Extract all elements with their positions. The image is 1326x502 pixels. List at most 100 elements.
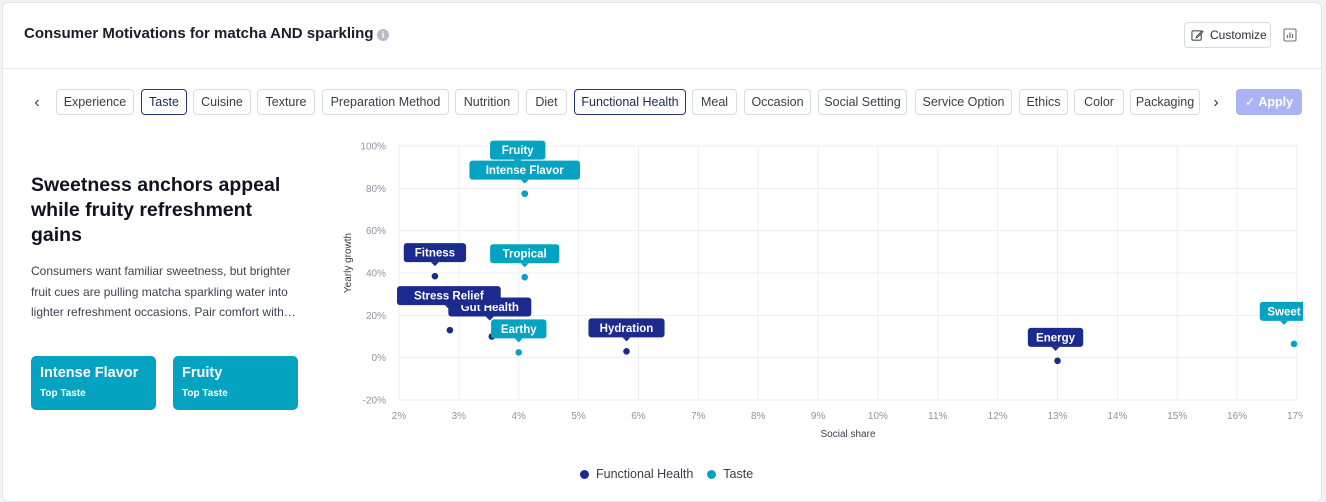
point-label-bg	[397, 286, 501, 306]
point-label-bg	[588, 318, 665, 338]
x-tick-label: 13%	[1048, 411, 1068, 422]
customize-button[interactable]: Customize	[1184, 22, 1271, 48]
top-card-title: Intense Flavor	[40, 365, 139, 381]
chip-taste[interactable]: Taste	[141, 89, 187, 115]
point-label-text: Hydration	[600, 323, 654, 335]
legend-dot	[707, 469, 717, 479]
x-tick-label: 16%	[1227, 411, 1247, 422]
point-label-text: Fitness	[415, 248, 455, 260]
top-card-intense-flavor[interactable]: Intense Flavor Top Taste	[31, 356, 156, 410]
point-label: Fruity	[490, 140, 546, 164]
chevron-right-icon[interactable]: ›	[1213, 94, 1219, 111]
point-label: Fitness	[403, 243, 467, 267]
chip-texture[interactable]: Texture	[257, 89, 315, 115]
x-tick-label: 2%	[392, 411, 407, 422]
x-tick-label: 5%	[571, 411, 586, 422]
point-label-text: Earthy	[501, 324, 537, 336]
scatter-chart: 2% 3% 4% 5% 6% 7% 8% 9% 10% 11% 12% 13% 14% 15% 16% 17%…	[343, 140, 1303, 440]
point-label-bg	[490, 140, 546, 160]
data-point	[515, 349, 523, 356]
point-label-pointer	[444, 305, 453, 310]
point-label-pointer	[1280, 320, 1289, 325]
customize-label: Customize	[1210, 28, 1267, 42]
y-tick-label: 0%	[372, 353, 387, 364]
y-axis-title: Yearly growth	[343, 233, 354, 293]
chip-experience[interactable]: Experience	[56, 89, 134, 115]
point-label: Hydration	[588, 318, 665, 342]
apply-button[interactable]: ✓ Apply	[1236, 89, 1302, 115]
chip-preparation-method[interactable]: Preparation Method	[322, 89, 449, 115]
point-label: Earthy	[491, 319, 547, 343]
apply-label: Apply	[1258, 95, 1294, 109]
legend-item-taste[interactable]: Taste	[707, 467, 753, 481]
chip-color[interactable]: Color	[1074, 89, 1124, 115]
x-axis-title: Social share	[820, 429, 875, 440]
insight-summary: Consumers want familiar sweetness, but b…	[31, 264, 296, 319]
point-label: Tropical	[490, 244, 560, 268]
top-card-fruity[interactable]: Fruity Top Taste	[173, 356, 298, 410]
x-tick-label: 7%	[691, 411, 706, 422]
x-tick-label: 15%	[1167, 411, 1187, 422]
point-label-text: Energy	[1036, 332, 1076, 344]
point-label-text: Stress Relief	[414, 291, 484, 303]
x-tick-label: 6%	[631, 411, 646, 422]
x-tick-label: 14%	[1107, 411, 1127, 422]
chip-nutrition[interactable]: Nutrition	[455, 89, 519, 115]
legend-label: Taste	[723, 467, 754, 481]
check-icon: ✓	[1244, 95, 1256, 109]
point-label-pointer	[430, 262, 439, 267]
y-tick-label: 20%	[366, 311, 386, 322]
legend-item-functional-health[interactable]: Functional Health	[580, 467, 693, 481]
chip-service-option[interactable]: Service Option	[915, 89, 1012, 115]
data-point	[521, 273, 529, 281]
chip-occasion[interactable]: Occasion	[744, 89, 811, 115]
info-icon[interactable]: i	[377, 29, 389, 41]
point-label: Stress Relief	[397, 286, 501, 310]
data-point	[623, 348, 630, 355]
point-label-pointer	[622, 337, 631, 342]
y-tick-label: 40%	[366, 269, 386, 280]
point-label-pointer	[520, 179, 529, 184]
chip-functional-health[interactable]: Functional Health	[574, 89, 686, 115]
top-card-title: Fruity	[182, 365, 223, 381]
edit-icon	[1191, 29, 1204, 41]
chip-social-setting[interactable]: Social Setting	[818, 89, 907, 115]
x-tick-label: 10%	[868, 411, 888, 422]
chip-diet[interactable]: Diet	[526, 89, 567, 115]
point-label-bg	[1027, 327, 1084, 347]
legend-dot	[580, 469, 589, 479]
top-card-subtitle: Top Taste	[182, 388, 228, 399]
bar-chart-icon[interactable]	[1281, 26, 1299, 44]
point-label: Energy	[1027, 327, 1084, 351]
point-label-pointer	[520, 263, 529, 268]
point-label-pointer	[485, 316, 494, 321]
y-tick-label: -20%	[363, 396, 386, 407]
point-label: Sweet	[1259, 301, 1303, 325]
chip-packaging[interactable]: Packaging	[1130, 89, 1200, 115]
chevron-left-icon[interactable]: ‹	[34, 94, 40, 111]
y-tick-label: 100%	[360, 142, 386, 153]
legend-label: Functional Health	[596, 467, 694, 481]
chip-cuisine[interactable]: Cuisine	[193, 89, 251, 115]
x-tick-label: 11%	[928, 411, 947, 422]
x-tick-label: 3%	[452, 411, 467, 422]
point-label-bg	[491, 319, 547, 339]
x-tick-label: 17%	[1287, 411, 1303, 422]
x-tick-label: 12%	[988, 411, 1008, 422]
point-label-text: Fruity	[502, 145, 535, 157]
y-tick-label: 60%	[366, 226, 386, 237]
point-label: Intense Flavor	[469, 160, 581, 184]
point-label-pointer	[514, 338, 523, 343]
point-label-bg	[1259, 301, 1303, 321]
x-tick-label: 9%	[811, 411, 826, 422]
data-point	[1054, 357, 1061, 365]
y-tick-label: 80%	[366, 184, 386, 195]
filter-tabs: ‹ Experience Taste Cuisine Texture Prepa…	[3, 89, 1321, 119]
data-point	[446, 326, 454, 334]
point-label-text: Intense Flavor	[486, 165, 564, 177]
data-point	[431, 272, 439, 280]
chip-ethics[interactable]: Ethics	[1019, 89, 1068, 115]
insight-headline: Sweetness anchors appeal while fruity re…	[31, 174, 281, 246]
chip-meal[interactable]: Meal	[692, 89, 737, 115]
